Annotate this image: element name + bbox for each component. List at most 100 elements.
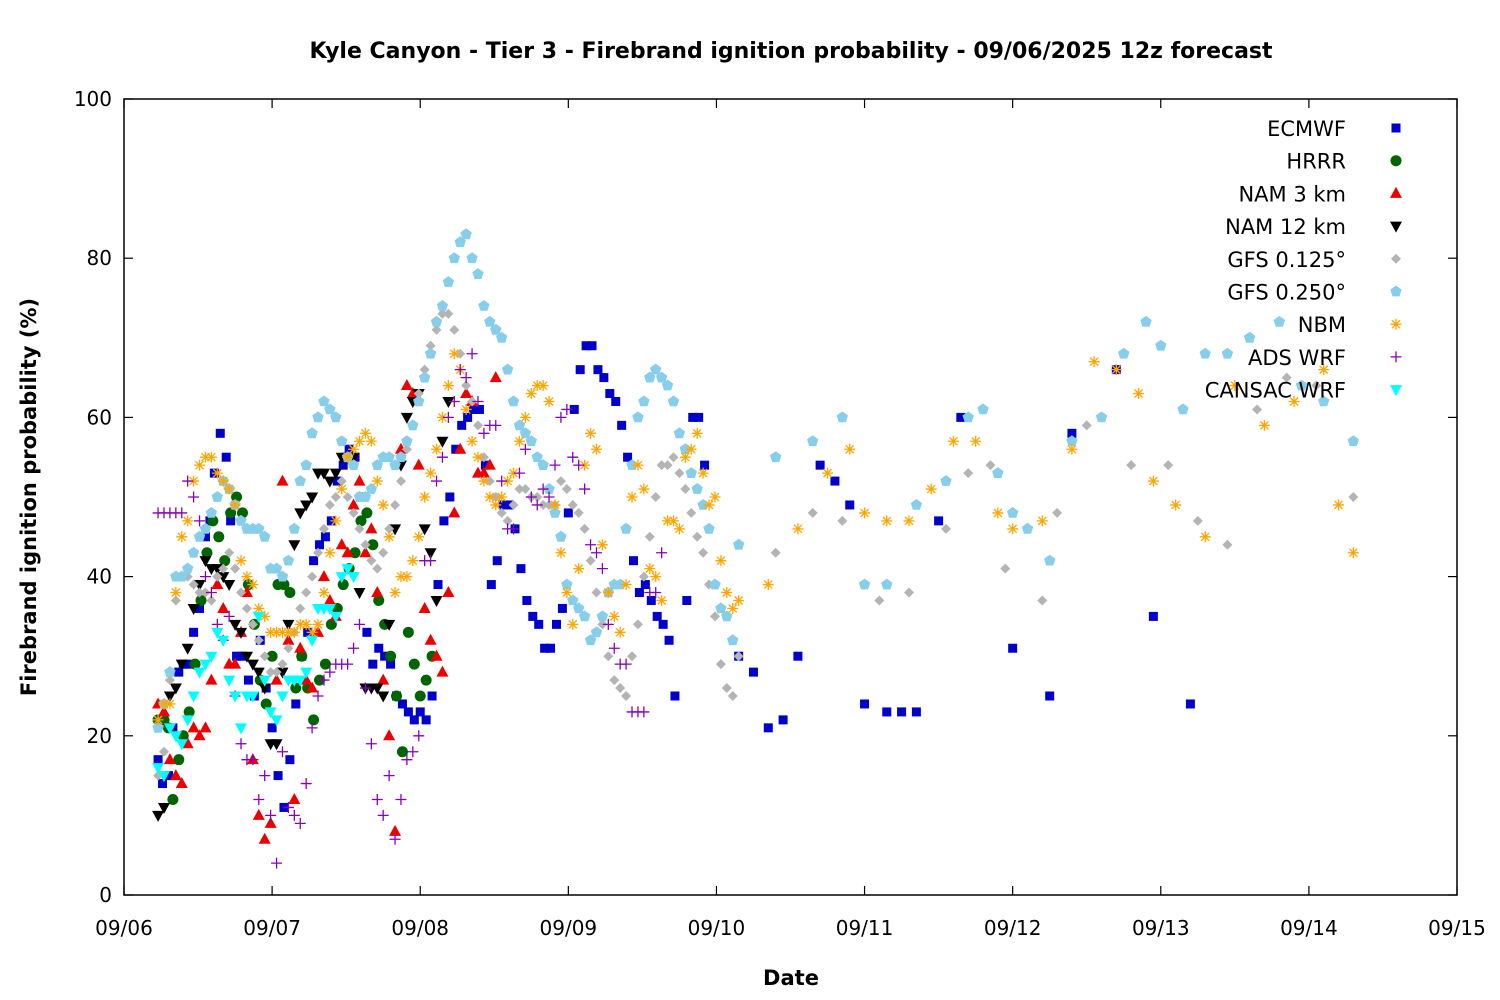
data-point: [189, 627, 199, 637]
data-point: [401, 571, 413, 583]
legend-label: GFS 0.125°: [1227, 248, 1346, 272]
data-point: [1126, 460, 1137, 471]
data-point: [318, 674, 330, 686]
data-point: [490, 323, 502, 335]
data-point: [1347, 547, 1359, 559]
data-point: [413, 730, 425, 742]
data-point: [270, 739, 283, 751]
data-point: [585, 539, 597, 551]
data-point: [881, 578, 893, 590]
data-point: [608, 610, 620, 622]
data-point: [368, 659, 378, 669]
data-point: [830, 476, 840, 486]
data-point: [187, 691, 200, 703]
data-point: [309, 556, 319, 566]
data-point: [667, 395, 680, 407]
data-point: [170, 587, 182, 599]
data-point: [323, 593, 336, 605]
data-point: [555, 547, 567, 559]
legend-label: NAM 3 km: [1238, 182, 1346, 206]
data-point: [656, 460, 667, 471]
data-point: [484, 476, 495, 487]
data-point: [211, 578, 224, 590]
data-point: [715, 555, 727, 567]
data-point: [860, 699, 870, 709]
data-point: [463, 412, 473, 422]
data-point: [187, 721, 200, 733]
data-point: [1333, 499, 1345, 511]
data-point: [152, 721, 164, 733]
data-point: [288, 522, 300, 534]
data-point: [371, 586, 384, 598]
data-point: [199, 571, 211, 583]
data-point: [182, 475, 194, 487]
data-point: [306, 427, 318, 439]
data-point: [442, 380, 454, 392]
data-point: [685, 467, 697, 478]
data-point: [460, 403, 472, 415]
data-point: [389, 833, 401, 845]
data-point: [1177, 403, 1189, 415]
data-point: [727, 602, 739, 614]
data-point: [383, 531, 395, 543]
data-point: [200, 587, 211, 598]
data-point: [561, 403, 573, 415]
data-point: [727, 691, 738, 701]
data-point: [549, 506, 561, 518]
data-point: [525, 491, 537, 503]
data-point: [264, 816, 277, 828]
x-tick-label: 09/07: [243, 916, 301, 940]
data-point: [546, 643, 556, 653]
data-point: [225, 507, 237, 519]
data-point: [611, 396, 621, 406]
y-tick-label: 60: [87, 405, 112, 429]
data-point: [947, 435, 959, 447]
data-point: [253, 635, 264, 646]
data-point: [709, 491, 721, 503]
data-point: [294, 641, 307, 653]
data-point: [478, 427, 490, 439]
data-point: [396, 746, 408, 758]
data-point: [390, 499, 401, 510]
data-point: [733, 594, 745, 606]
data-point: [259, 651, 270, 662]
data-point: [596, 563, 608, 575]
data-point: [770, 451, 782, 463]
data-point: [164, 666, 176, 677]
data-point: [1007, 523, 1019, 535]
data-point: [176, 531, 188, 543]
data-point: [1273, 315, 1285, 327]
legend-marker: [1390, 385, 1402, 397]
data-point: [183, 706, 195, 718]
data-point: [277, 659, 288, 670]
data-point: [288, 809, 300, 821]
legend-label: ADS WRF: [1248, 346, 1346, 370]
data-point: [1067, 428, 1077, 438]
data-point: [650, 363, 662, 375]
data-point: [270, 562, 283, 574]
data-point: [294, 508, 307, 520]
data-point: [347, 498, 360, 510]
data-point: [348, 507, 359, 518]
data-point: [353, 435, 365, 447]
data-point: [271, 626, 283, 638]
data-point: [424, 347, 437, 359]
data-point: [229, 691, 242, 703]
data-point: [638, 483, 650, 495]
data-point: [597, 619, 608, 630]
data-point: [163, 753, 176, 765]
data-point: [569, 404, 579, 414]
data-point: [567, 499, 578, 510]
legend-marker: [1390, 285, 1402, 297]
data-point: [466, 348, 478, 360]
data-point: [652, 611, 662, 621]
data-point: [223, 610, 235, 622]
data-point: [317, 468, 330, 480]
x-axis-label: Date: [763, 966, 819, 990]
data-point: [200, 532, 210, 542]
data-point: [418, 524, 431, 536]
data-point: [658, 619, 668, 629]
data-point: [490, 419, 502, 431]
data-point: [1311, 380, 1322, 391]
data-point: [207, 515, 219, 527]
